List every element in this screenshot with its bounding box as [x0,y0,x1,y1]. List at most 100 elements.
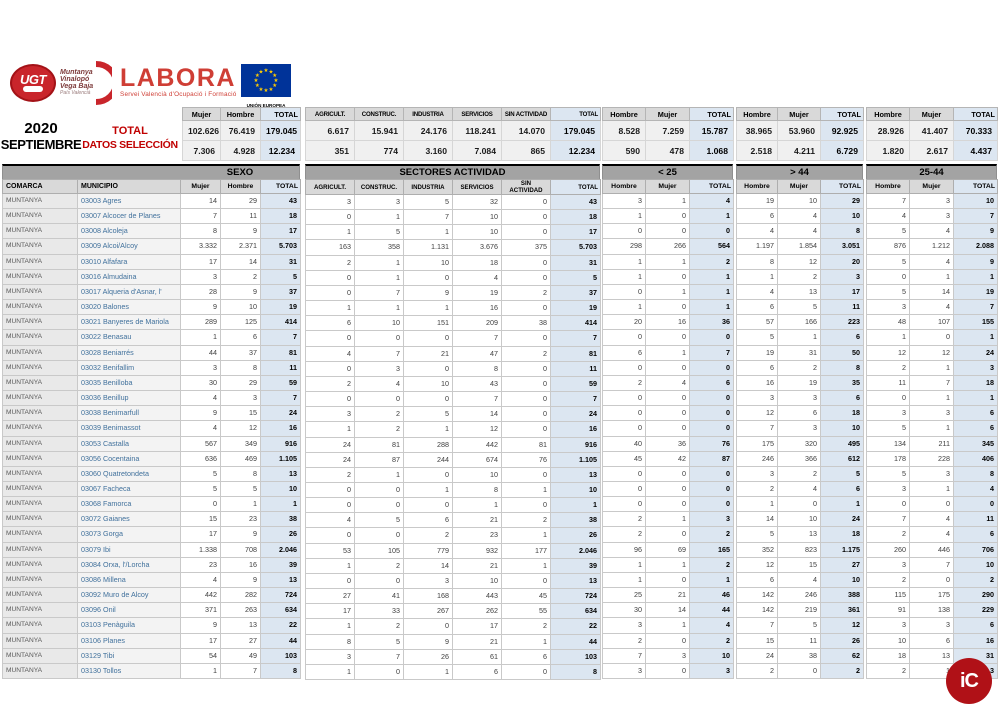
total-cell: 1 [953,390,998,407]
value-cell: 47 [452,345,502,362]
table-row: 57 166 223 [736,314,864,331]
value-cell: 10 [777,511,821,528]
municipio-link[interactable]: 03008 Alcoleja [77,223,181,240]
municipio-link[interactable]: 03032 Benifallim [77,359,181,376]
table-row: MUNTANYA 03096 Onil 371 263 634 [2,602,301,619]
municipio-link[interactable]: 03084 Orxa, l'/Lorcha [77,556,181,573]
total-cell: 7 [953,299,998,316]
value-cell: 0 [602,329,646,346]
municipio-link[interactable]: 03067 Facheca [77,480,181,498]
municipio-link[interactable]: 03073 Gorga [77,526,181,543]
value-cell: 2 [354,406,404,423]
total-cell: 38 [550,512,601,529]
municipio-link[interactable]: 03022 Benasau [77,329,181,346]
municipio-link[interactable]: 03130 Tollos [77,662,181,680]
municipio-link[interactable]: 03009 Alcoi/Alcoy [77,238,181,255]
value-cell: 3.676 [452,239,502,256]
table-row: 7 4 11 [866,511,998,528]
municipio-link[interactable]: 03068 Famorca [77,496,181,513]
value-cell: 10 [777,192,821,210]
municipio-link[interactable]: 03017 Alqueria d'Asnar, l' [77,283,181,301]
municipio-link[interactable]: 03129 Tibi [77,647,181,664]
eu-flag-icon: ★ ★★ ★★★ ★★★ ★★★ [241,64,291,97]
value-cell: 18 [452,254,502,271]
total-cell: 37 [550,284,601,302]
value-cell: 8 [180,223,221,240]
municipio-link[interactable]: 03056 Cocentaina [77,450,181,467]
value-cell: 4 [866,208,910,225]
municipio-link[interactable]: 03003 Agres [77,192,181,210]
table-row: MUNTANYA 03060 Quatretondeta 5 8 13 [2,465,301,482]
municipio-link[interactable]: 03028 Beniarrés [77,344,181,361]
total-cell: 388 [820,587,864,604]
value-cell: 5 [354,224,404,241]
total-cell: 4 [953,480,998,498]
value-cell: 2 [866,571,910,589]
table-row: MUNTANYA 03130 Tollos 1 7 8 [2,662,301,680]
ugt-emblem: UGT [10,64,56,102]
municipio-link[interactable]: 03086 Millena [77,571,181,589]
total-cell: 19 [550,300,601,317]
municipio-link[interactable]: 03035 Benilloba [77,374,181,392]
value-cell: 0 [645,571,690,589]
value-cell: 15 [777,556,821,573]
summary-column-header: Mujer [645,107,690,121]
table-row: MUNTANYA 03067 Facheca 5 5 10 [2,480,301,498]
municipio-link[interactable]: 03079 Ibi [77,541,181,558]
municipio-link[interactable]: 03016 Almudaina [77,268,181,285]
value-cell: 7 [909,556,954,573]
municipio-link[interactable]: 03039 Benimassot [77,420,181,437]
table-row: MUNTANYA 03007 Alcocer de Planes 7 11 18 [2,208,301,225]
summary-column-header: Hombre [866,107,910,121]
summary-value-cell: 3.160 [403,140,453,161]
summary-column-header: Mujer [909,107,954,121]
value-cell: 11 [777,632,821,649]
value-cell: 2.371 [220,238,261,255]
total-cell: 16 [550,421,601,438]
municipio-link[interactable]: 03092 Muro de Alcoy [77,587,181,604]
municipio-link[interactable]: 03021 Banyeres de Mariola [77,314,181,331]
total-cell: 19 [953,283,998,301]
value-cell: 3 [354,360,404,377]
table-row: 142 246 388 [736,587,864,604]
municipio-link[interactable]: 03096 Onil [77,602,181,619]
value-cell: 8 [220,359,261,376]
value-cell: 0 [354,481,404,499]
municipio-link[interactable]: 03106 Planes [77,632,181,649]
municipio-link[interactable]: 03007 Alcocer de Planes [77,208,181,225]
value-cell: 7 [736,617,778,634]
table-row: 0 0 3 10 0 13 [305,572,601,590]
column-header: Hombre [220,179,261,194]
value-cell: 49 [220,647,261,664]
municipio-link[interactable]: 03053 Castalla [77,435,181,452]
total-cell: 5 [820,465,864,482]
value-cell: 1 [452,497,502,514]
total-cell: 2 [953,571,998,589]
value-cell: 12 [909,344,954,361]
municipio-link[interactable]: 03010 Alfafara [77,253,181,270]
value-cell: 3 [777,390,821,407]
column-header: Hombre [866,179,910,194]
comarca-cell: MUNTANYA [2,587,78,604]
municipio-link[interactable]: 03103 Penàguila [77,617,181,634]
summary-column-header: TOTAL [689,107,734,121]
municipio-link[interactable]: 03038 Benimarfull [77,405,181,422]
municipio-link[interactable]: 03036 Benillup [77,390,181,407]
value-cell: 37 [220,344,261,361]
total-cell: 5 [550,269,601,286]
total-cell: 24 [260,405,301,422]
selection-total: TOTAL [112,125,148,137]
value-cell: 30 [180,374,221,392]
municipio-link[interactable]: 03072 Gaianes [77,511,181,528]
municipio-link[interactable]: 03020 Balones [77,299,181,316]
value-cell: 10 [452,209,502,226]
intercomarcal-logo[interactable]: iC [946,658,992,704]
value-cell: 0 [645,526,690,543]
value-cell: 4 [909,253,954,270]
municipio-link[interactable]: 03060 Quatretondeta [77,465,181,482]
